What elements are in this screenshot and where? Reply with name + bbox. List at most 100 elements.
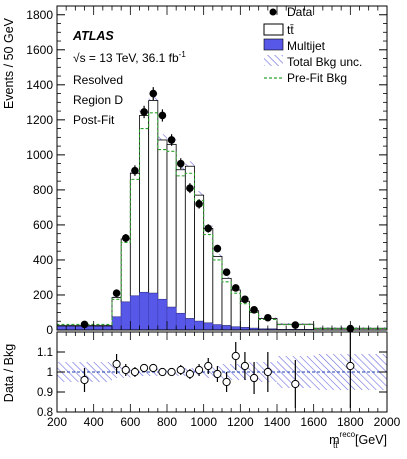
legend-unc-swatch xyxy=(264,55,283,66)
data-point xyxy=(250,306,258,314)
x-tick-label: 400 xyxy=(84,415,104,429)
energy-lumi-sup: -1 xyxy=(179,50,187,59)
legend-ttbar-label: tt̄ xyxy=(287,23,294,37)
data-point xyxy=(176,159,185,168)
x-axis-label-unit: [GeV] xyxy=(352,433,387,447)
ttbar-bar xyxy=(157,139,168,300)
ratio-point xyxy=(213,369,222,379)
x-axis-label-sub: tt̄ xyxy=(333,441,338,450)
ttbar-bar xyxy=(148,100,159,294)
x-tick-label: 1800 xyxy=(337,415,364,429)
region-annotation-2: Region D xyxy=(73,93,123,107)
data-point xyxy=(222,268,231,277)
ttbar-bar xyxy=(230,289,241,328)
ttbar-bar xyxy=(175,169,186,314)
y-tick-label: 400 xyxy=(33,253,53,267)
data-point xyxy=(186,184,194,192)
main-y-axis-label: Events / 50 GeV xyxy=(2,17,16,109)
ratio-points xyxy=(80,332,355,408)
ttbar-bar xyxy=(120,238,131,303)
data-point xyxy=(167,136,176,144)
ratio-point xyxy=(222,377,231,387)
ratio-y-tick-label: 0.9 xyxy=(37,387,53,399)
legend-data-marker xyxy=(269,8,277,16)
ratio-point xyxy=(176,365,185,375)
multijet-bar xyxy=(185,318,195,331)
y-tick-label: 1400 xyxy=(26,78,53,92)
x-tick-label: 800 xyxy=(157,415,177,429)
x-tick-label: 1000 xyxy=(190,415,217,429)
ratio-point xyxy=(80,375,89,385)
y-tick-label: 1000 xyxy=(26,148,53,162)
main-y-axis: 0 200 400 600 800 1000 1200 1400 1600 1800 xyxy=(26,5,387,337)
ratio-unc-segment xyxy=(231,364,241,380)
data-point xyxy=(241,295,249,304)
data-point xyxy=(264,313,272,322)
x-tick-label: 1200 xyxy=(227,415,254,429)
ratio-y-tick-label: 0.8 xyxy=(37,407,53,419)
ratio-point xyxy=(346,361,355,371)
ratio-point xyxy=(139,363,149,373)
ratio-point xyxy=(204,361,213,371)
legend-ttbar-swatch xyxy=(263,23,284,36)
ratio-point xyxy=(112,359,121,369)
y-tick-label: 600 xyxy=(33,218,53,232)
region-annotation-3: Post-Fit xyxy=(73,113,115,127)
ratio-point xyxy=(158,367,167,377)
ratio-point xyxy=(231,351,240,361)
ttbar-bar xyxy=(111,297,122,318)
energy-lumi-text: √s = 13 TeV, 36.1 fb xyxy=(73,51,179,65)
y-tick-label: 800 xyxy=(33,183,53,197)
x-tick-label: 200 xyxy=(47,415,67,429)
ratio-point xyxy=(194,365,204,375)
multijet-bar xyxy=(166,306,177,331)
y-tick-label: 0 xyxy=(46,323,53,337)
x-axis-label-var: m xyxy=(329,433,339,447)
multijet-bar xyxy=(148,292,159,331)
ttbar-bar xyxy=(139,115,150,293)
legend-multijet-label: Multijet xyxy=(287,39,326,53)
ratio-point xyxy=(121,365,130,375)
energy-lumi-label: √s = 13 TeV, 36.1 fb-1 xyxy=(73,50,186,65)
main-x-axis-ticks xyxy=(56,6,388,330)
multijet-bar xyxy=(139,292,149,331)
y-tick-label: 1800 xyxy=(26,8,53,22)
legend-unc-label: Total Bkg unc. xyxy=(287,55,362,69)
data-point xyxy=(112,289,121,298)
ratio-point xyxy=(240,361,250,371)
ttbar-stack xyxy=(56,100,388,331)
x-tick-label: 600 xyxy=(120,415,140,429)
x-tick-label: 2000 xyxy=(374,415,401,429)
legend-prefit-label: Pre-Fit Bkg xyxy=(287,71,347,85)
data-point xyxy=(80,320,89,329)
data-point xyxy=(231,284,240,292)
ttbar-bar xyxy=(239,300,250,328)
data-point xyxy=(121,234,130,242)
data-point xyxy=(213,244,222,253)
multijet-bar xyxy=(120,301,131,331)
ratio-y-axis: 0.8 0.9 1 1.1 xyxy=(37,347,387,419)
y-tick-label: 1200 xyxy=(26,113,53,127)
ratio-y-tick-label: 1.1 xyxy=(37,347,53,359)
data-point xyxy=(149,89,158,98)
data-point xyxy=(291,321,300,329)
ttbar-bar xyxy=(212,256,223,326)
ttbar-bar xyxy=(203,228,214,324)
data-point xyxy=(195,200,203,208)
region-annotation-1: Resolved xyxy=(73,73,123,87)
legend: Data tt̄ Multijet Total Bkg unc. Pre-Fit… xyxy=(263,5,362,85)
multijet-bar xyxy=(111,316,122,331)
multijet-bar xyxy=(157,299,168,331)
ratio-point xyxy=(149,363,158,373)
ratio-x-axis: 200 400 600 800 1000 1200 1400 1600 1800 2000 xyxy=(47,332,401,429)
multijet-bar xyxy=(221,325,232,331)
ratio-y-tick-label: 1 xyxy=(47,367,53,379)
multijet-bar xyxy=(130,295,140,331)
ttbar-bar xyxy=(194,194,205,322)
ratio-point xyxy=(185,369,195,379)
data-point xyxy=(140,108,148,116)
data-point xyxy=(158,111,167,120)
y-tick-label: 200 xyxy=(33,288,53,302)
x-tick-label: 1400 xyxy=(264,415,291,429)
